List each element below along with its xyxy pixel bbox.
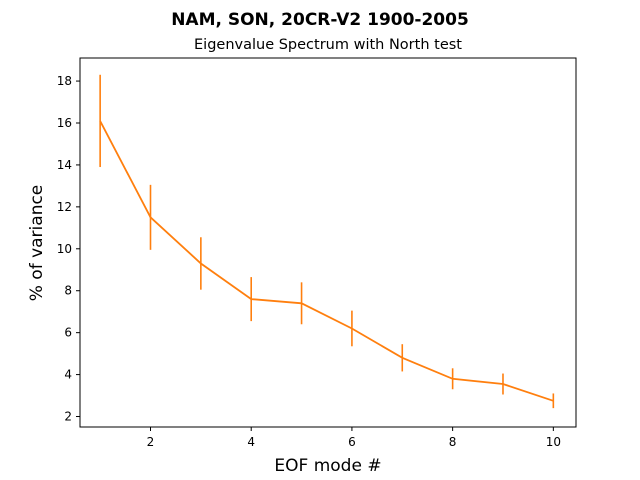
y-tick-label: 14 [57, 158, 72, 172]
series-line [99, 120, 554, 402]
y-tick-label: 8 [64, 284, 72, 298]
x-tick-label: 4 [247, 435, 255, 449]
y-axis-ticks: 2 4 6 8 10 12 14 16 18 [57, 74, 80, 424]
y-tick-label: 6 [64, 326, 72, 340]
y-axis-label: % of variance [27, 185, 47, 302]
y-tick-label: 12 [57, 200, 72, 214]
chart-title: NAM, SON, 20CR-V2 1900-2005 [171, 10, 469, 30]
y-tick-label: 18 [57, 74, 72, 88]
y-tick-label: 2 [64, 410, 72, 424]
x-tick-label: 10 [546, 435, 561, 449]
x-axis-ticks: 2 4 6 8 10 [147, 427, 561, 449]
chart-subtitle: Eigenvalue Spectrum with North test [194, 37, 462, 53]
x-axis-label: EOF mode # [274, 456, 381, 476]
x-tick-label: 6 [348, 435, 356, 449]
axes-frame [79, 57, 577, 428]
y-tick-label: 4 [64, 368, 72, 382]
y-tick-label: 10 [57, 242, 72, 256]
y-tick-label: 16 [57, 116, 72, 130]
plot-area [79, 57, 577, 428]
x-tick-label: 2 [147, 435, 155, 449]
x-tick-label: 8 [449, 435, 457, 449]
